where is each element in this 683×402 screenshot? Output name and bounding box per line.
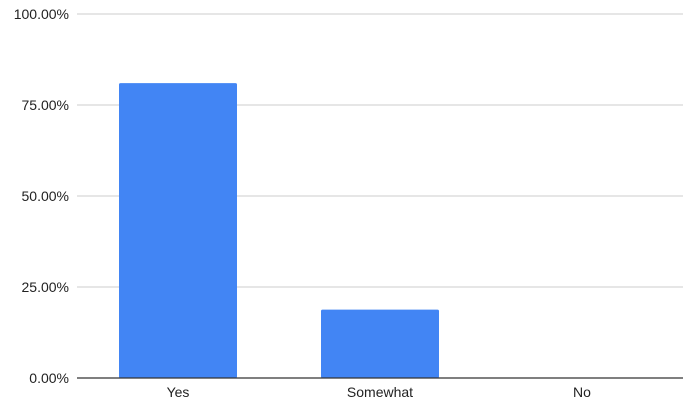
y-tick-label: 100.00% xyxy=(14,6,69,22)
x-axis-category-labels: Yes Somewhat No xyxy=(167,384,592,400)
x-tick-label: Somewhat xyxy=(347,384,413,400)
x-tick-label: No xyxy=(573,384,591,400)
y-tick-label: 75.00% xyxy=(22,97,69,113)
y-axis-tick-labels: 0.00% 25.00% 50.00% 75.00% 100.00% xyxy=(14,6,69,386)
y-tick-label: 25.00% xyxy=(22,279,69,295)
y-tick-label: 0.00% xyxy=(29,370,69,386)
bar xyxy=(119,83,237,378)
bar xyxy=(321,309,439,378)
y-tick-label: 50.00% xyxy=(22,188,69,204)
x-tick-label: Yes xyxy=(167,384,190,400)
bars xyxy=(119,83,439,378)
